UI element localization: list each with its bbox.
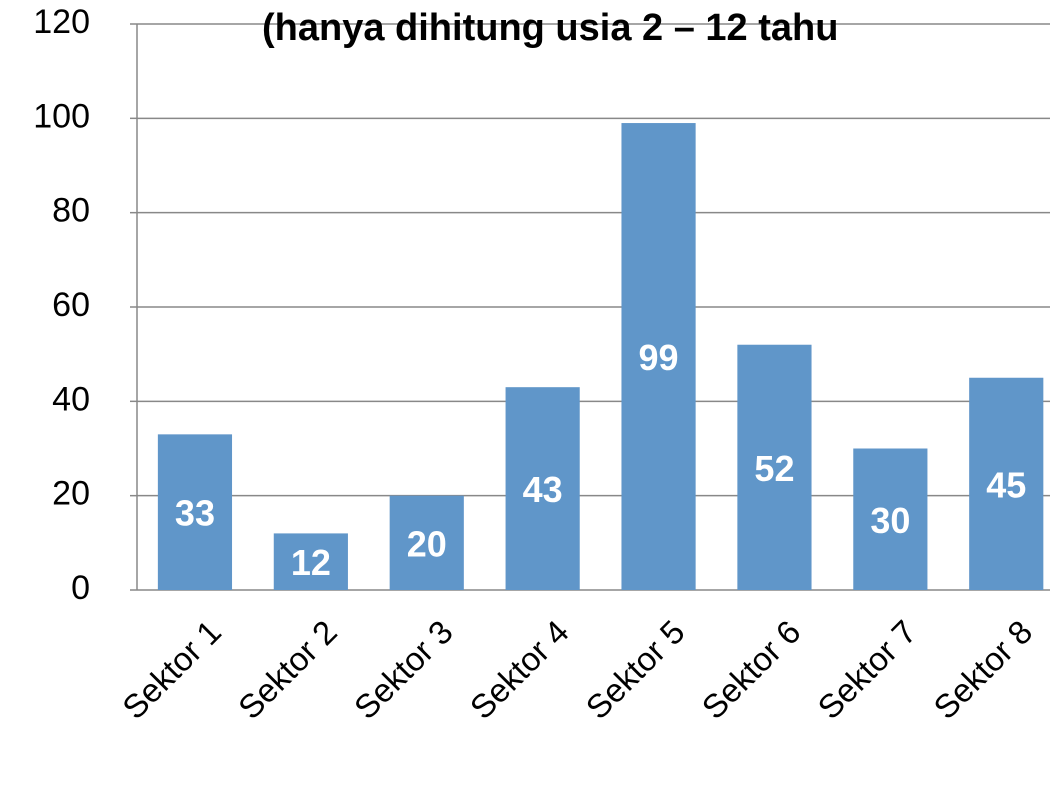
x-tick-label: Sektor 6 <box>694 613 807 726</box>
y-tick-label: 100 <box>33 97 90 135</box>
data-label: 45 <box>986 464 1026 505</box>
bar <box>505 387 580 590</box>
x-tick-label: Sektor 1 <box>115 613 228 726</box>
bar <box>969 377 1044 590</box>
bar <box>157 434 233 590</box>
x-tick-label: Sektor 5 <box>579 613 692 726</box>
bar <box>621 123 696 591</box>
bar <box>737 344 812 590</box>
data-label: 99 <box>639 337 679 378</box>
x-tick-label: Sektor 7 <box>810 613 923 726</box>
bar <box>273 533 348 590</box>
bar <box>853 448 928 590</box>
data-label: 30 <box>870 500 910 541</box>
chart-title: (hanya dihitung usia 2 – 12 tahu <box>262 7 838 49</box>
x-tick-label: Sektor 4 <box>463 613 576 726</box>
y-tick-label: 60 <box>52 286 90 324</box>
x-tick-label: Sektor 8 <box>926 613 1039 726</box>
x-tick-label: Sektor 2 <box>231 613 344 726</box>
y-tick-label: 40 <box>52 380 90 418</box>
data-label: 52 <box>754 448 794 489</box>
y-tick-label: 0 <box>71 569 90 607</box>
data-label: 20 <box>407 523 447 564</box>
y-tick-label: 20 <box>52 475 90 513</box>
bar <box>389 495 464 590</box>
data-label: 12 <box>291 542 331 583</box>
y-tick-label: 120 <box>33 3 90 41</box>
data-label: 43 <box>523 469 563 510</box>
y-tick-label: 80 <box>52 192 90 230</box>
x-tick-label: Sektor 3 <box>347 613 460 726</box>
data-label: 33 <box>175 493 215 534</box>
